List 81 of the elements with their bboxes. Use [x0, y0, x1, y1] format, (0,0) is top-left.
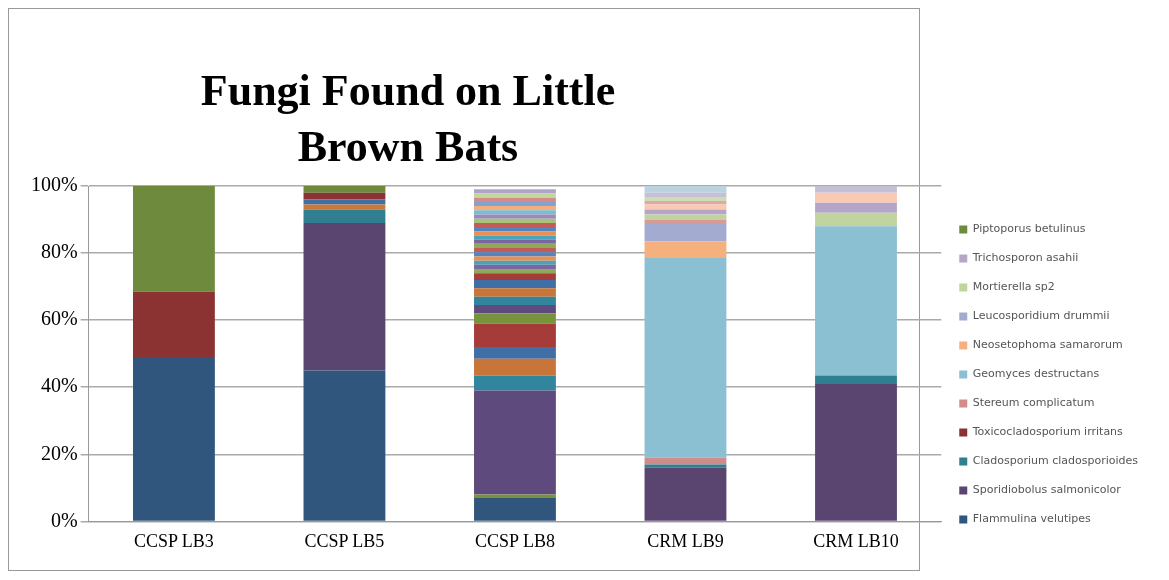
bar: [815, 186, 897, 193]
bar: [303, 199, 386, 205]
bar: [815, 226, 897, 376]
bar: [474, 279, 556, 289]
y-tick-label: 60%: [40, 307, 78, 330]
bar: [474, 206, 556, 211]
bar: [303, 370, 386, 521]
bar: [474, 222, 556, 228]
bar: [644, 204, 727, 210]
bar: [474, 256, 556, 261]
bar: [644, 222, 727, 242]
bar: [815, 192, 897, 203]
bar: [815, 375, 897, 384]
x-tick-label: CCSP LB8: [475, 530, 555, 551]
y-tick-label: 80%: [40, 240, 78, 263]
bar: [474, 201, 556, 207]
bar: [815, 383, 897, 521]
bar: [644, 209, 727, 215]
legend-label: Piptoporus betulinus: [972, 222, 1086, 236]
bar: [303, 204, 386, 210]
legend-label: Toxicocladosporium irritans: [971, 425, 1124, 439]
bar: [303, 186, 386, 193]
bar: [474, 231, 556, 236]
legend-label: Geomyces destructans: [972, 367, 1100, 381]
bar: [644, 241, 727, 259]
bar: [474, 390, 556, 495]
bar: [474, 260, 556, 265]
y-tick-label: 40%: [40, 374, 78, 397]
bar: [474, 264, 556, 270]
bar: [133, 291, 215, 358]
x-tick-label: CRM LB10: [813, 530, 899, 551]
legend-label: Flammulina velutipes: [972, 512, 1092, 526]
bar: [474, 305, 556, 314]
bar: [474, 323, 556, 347]
chart-title: Fungi Found on Little Brown Bats: [199, 65, 617, 173]
bar: [474, 288, 556, 297]
bar: [133, 186, 215, 292]
bar: [474, 296, 556, 306]
legend-label: Mortierella sp2: [972, 280, 1055, 294]
bar: [474, 214, 556, 219]
x-tick-label: CRM LB9: [647, 530, 724, 551]
bar: [474, 252, 556, 257]
legend-label: Stereum complicatum: [972, 396, 1095, 410]
bar: [474, 239, 556, 244]
legend-label: Trichosporon asahii: [971, 251, 1079, 265]
y-tick-label: 100%: [30, 173, 78, 196]
legend-label: Sporidiobolus salmonicolor: [972, 483, 1122, 497]
bar: [474, 193, 556, 198]
bar: [474, 218, 556, 223]
bar: [644, 467, 727, 521]
bar: [644, 214, 727, 220]
x-tick-label: CCSP LB5: [304, 530, 385, 551]
bar: [474, 235, 556, 240]
bar: [644, 186, 727, 193]
y-tick-label: 0%: [50, 508, 78, 531]
bar: [474, 189, 556, 194]
legend-label: Neosetophoma samarorum: [972, 338, 1123, 352]
bar: [815, 212, 897, 227]
bar: [303, 222, 386, 371]
bar: [303, 209, 386, 223]
bar: [474, 243, 556, 249]
bar: [474, 248, 556, 253]
bar: [474, 497, 556, 521]
bar: [474, 375, 556, 391]
bar: [474, 210, 556, 215]
x-tick-label: CCSP LB3: [133, 530, 214, 551]
bar: [474, 227, 556, 232]
bar: [644, 464, 727, 468]
bar: [474, 269, 556, 274]
bar: [474, 313, 556, 324]
bar: [644, 258, 727, 458]
bar: [815, 202, 897, 213]
bar: [644, 192, 727, 198]
bar: [474, 197, 556, 202]
legend-label: Cladosporium cladosporioides: [972, 454, 1139, 468]
y-tick-label: 20%: [40, 441, 78, 464]
bar: [474, 358, 556, 376]
bar: [133, 357, 215, 521]
bar: [474, 346, 556, 359]
legend-label: Leucosporidium drummii: [972, 309, 1110, 323]
bar: [474, 273, 556, 280]
